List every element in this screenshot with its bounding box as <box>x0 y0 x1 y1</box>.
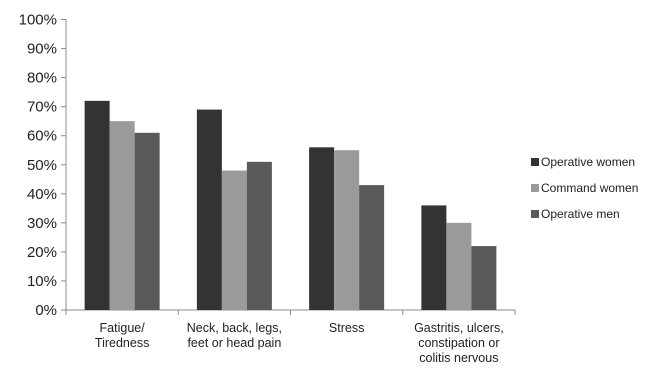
bar-command-women <box>221 170 247 310</box>
legend-label: Operative women <box>541 155 635 169</box>
bar-command-women <box>446 222 472 310</box>
legend-swatch <box>531 184 539 192</box>
legend-label: Command women <box>541 181 638 195</box>
y-tick-label: 90% <box>27 41 57 58</box>
x-category-label: constipation or <box>418 336 499 350</box>
y-tick-label: 80% <box>27 70 57 87</box>
x-category-label: Tiredness <box>95 336 149 350</box>
bar-command-women <box>109 121 135 310</box>
bar-operative-women <box>84 100 110 310</box>
bar-operative-men <box>134 132 160 310</box>
y-tick-label: 40% <box>27 186 57 203</box>
bar-operative-men <box>246 161 272 310</box>
y-tick-label: 60% <box>27 128 57 145</box>
bar-operative-women <box>196 109 222 310</box>
legend-swatch <box>531 158 539 166</box>
y-tick-label: 100% <box>19 12 57 29</box>
bar-operative-women <box>309 147 335 310</box>
x-category-label: Fatigue/ <box>100 321 146 335</box>
legend-label: Operative men <box>541 207 620 221</box>
bar-command-women <box>334 150 360 310</box>
bar-operative-men <box>471 246 497 310</box>
x-category-label: Neck, back, legs, <box>187 321 282 335</box>
x-category-label: Gastritis, ulcers, <box>414 321 504 335</box>
y-tick-label: 20% <box>27 244 57 261</box>
y-tick-label: 10% <box>27 273 57 290</box>
y-tick-label: 0% <box>35 302 57 319</box>
x-category-label: feet or head pain <box>187 336 281 350</box>
legend-swatch <box>531 210 539 218</box>
x-category-label: Stress <box>329 321 364 335</box>
y-tick-label: 30% <box>27 215 57 232</box>
bar-operative-women <box>421 205 447 310</box>
bar-operative-men <box>359 185 385 310</box>
y-tick-label: 70% <box>27 99 57 116</box>
y-tick-label: 50% <box>27 157 57 174</box>
x-category-label: colitis nervous <box>419 351 498 365</box>
